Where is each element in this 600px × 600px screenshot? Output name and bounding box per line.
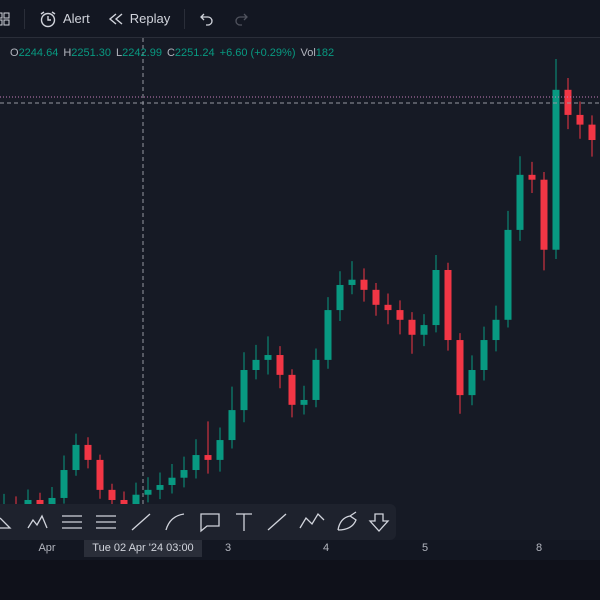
- candle-body: [432, 269, 440, 326]
- candles: [0, 59, 596, 523]
- candle-body: [588, 124, 596, 141]
- x-axis-label: 4: [323, 542, 329, 554]
- candle-body: [168, 477, 176, 486]
- candle-body: [192, 455, 200, 471]
- candle-body: [300, 399, 308, 405]
- change: +6.60 (+0.29%): [219, 47, 296, 59]
- candle-body: [156, 485, 164, 490]
- candle-body: [396, 310, 404, 320]
- drawing-tools: [0, 511, 390, 533]
- candle-body: [456, 340, 464, 396]
- candle-body: [504, 229, 512, 320]
- tool[interactable]: [200, 513, 220, 533]
- tool[interactable]: [96, 515, 116, 529]
- candle-body: [564, 89, 572, 115]
- candle-body: [72, 444, 80, 471]
- candle-body: [360, 279, 368, 290]
- candle-body: [540, 179, 548, 250]
- bottom-strip: [0, 560, 600, 600]
- alert-icon: [40, 10, 56, 27]
- candle-body: [336, 284, 344, 311]
- crosshair-label-bg: [84, 539, 202, 557]
- layout-icon[interactable]: [0, 12, 10, 26]
- candle-body: [84, 444, 92, 460]
- tool[interactable]: [368, 513, 390, 532]
- tool[interactable]: [165, 513, 185, 531]
- replay-icon: [108, 12, 123, 25]
- undo[interactable]: [199, 12, 215, 26]
- x-axis-label: Apr: [38, 542, 55, 554]
- candle-body: [204, 455, 212, 460]
- tool[interactable]: [62, 515, 82, 529]
- h-value: 2251.30: [71, 47, 112, 59]
- candle-body: [384, 304, 392, 311]
- vol-label: Vol: [300, 47, 316, 59]
- c-value: 2251.24: [174, 47, 215, 59]
- candle-body: [60, 470, 68, 498]
- candle-body: [372, 289, 380, 305]
- candle-body: [444, 269, 452, 341]
- candle-body: [120, 499, 128, 505]
- tool[interactable]: [299, 512, 325, 529]
- candle-body: [576, 114, 584, 125]
- h-label: H: [63, 47, 72, 59]
- ohlc-legend: O2244.64 H2251.30 L2242.99 C2251.24 +6.6…: [10, 47, 334, 59]
- candle-body: [264, 355, 272, 360]
- o-value: 2244.64: [18, 47, 59, 59]
- tool[interactable]: [0, 517, 12, 529]
- replay-button[interactable]: Replay: [108, 11, 170, 26]
- candle-body: [528, 174, 536, 180]
- redo[interactable]: [233, 12, 249, 26]
- l-value: 2242.99: [122, 47, 162, 59]
- candle-body: [228, 410, 236, 441]
- top-toolbar: Alert Replay: [0, 0, 600, 38]
- tool[interactable]: [131, 513, 151, 531]
- candle-body: [516, 174, 524, 230]
- x-axis-label: 5: [422, 542, 428, 554]
- candle-body: [480, 340, 488, 371]
- candle-body: [276, 355, 284, 375]
- candle-body: [216, 440, 224, 460]
- candle-body: [468, 370, 476, 396]
- candle-body: [240, 370, 248, 411]
- candle-body: [552, 89, 560, 250]
- candle-body: [312, 359, 320, 400]
- candle-body: [180, 470, 188, 478]
- candle-body: [144, 489, 152, 495]
- tool[interactable]: [337, 511, 357, 531]
- x-axis-label: 3: [225, 542, 231, 554]
- candle-body: [96, 459, 104, 490]
- tool[interactable]: [267, 513, 287, 531]
- vol-value: 182: [315, 47, 335, 59]
- tool[interactable]: [27, 514, 48, 529]
- replay-text: Replay: [129, 11, 171, 26]
- candle-body: [408, 319, 416, 335]
- candle-body: [252, 359, 260, 371]
- crosshair-label: Tue 02 Apr '24 03:00: [92, 542, 193, 554]
- candle-body: [108, 489, 116, 500]
- drawing-toolbar: [0, 504, 396, 540]
- candle-body: [288, 374, 296, 405]
- l-label: L: [116, 47, 123, 59]
- o-label: O: [10, 47, 19, 59]
- candle-body: [132, 494, 140, 505]
- candle-body: [492, 319, 500, 341]
- c-label: C: [166, 47, 175, 59]
- candle-body: [324, 310, 332, 360]
- alert-text: Alert: [63, 11, 90, 26]
- x-axis-label: 8: [536, 542, 542, 554]
- tool[interactable]: [236, 513, 252, 531]
- x-labels: Apr 3 4 5 8: [38, 542, 542, 554]
- candle-body: [420, 325, 428, 335]
- candle-body: [348, 279, 356, 285]
- alert-button[interactable]: Alert: [39, 10, 90, 28]
